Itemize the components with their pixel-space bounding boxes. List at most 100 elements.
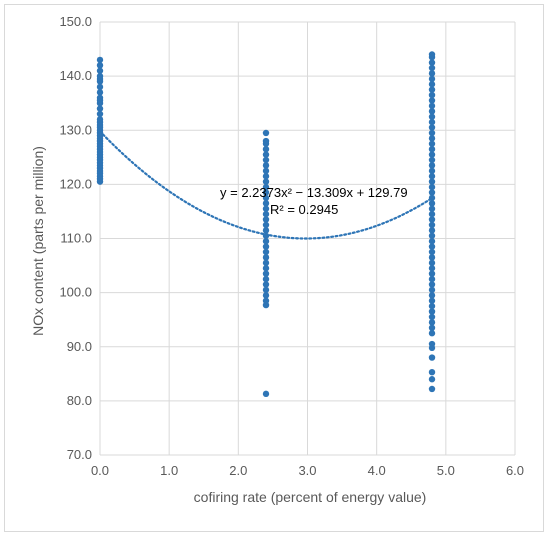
data-point: [428, 275, 436, 283]
data-point: [428, 227, 436, 234]
data-point: [428, 210, 436, 218]
data-point: [262, 183, 270, 191]
data-point: [428, 200, 436, 207]
trendline-r-squared: R² = 0.2945: [270, 202, 338, 217]
data-point: [428, 151, 436, 158]
data-point: [428, 162, 436, 169]
data-point: [96, 67, 104, 74]
data-point: [262, 227, 270, 234]
y-tick-label: 110.0: [60, 231, 92, 246]
data-point: [96, 56, 104, 64]
data-points: [96, 51, 436, 398]
x-tick-label: 0.0: [91, 463, 109, 478]
data-point: [428, 167, 436, 175]
data-point: [262, 194, 270, 202]
x-axis-title: cofiring rate (percent of energy value): [194, 489, 427, 505]
y-tick-label: 80.0: [67, 393, 92, 408]
data-point: [262, 286, 270, 294]
y-tick-label: 100.0: [59, 285, 92, 300]
data-point: [428, 216, 436, 223]
grid-lines: [99, 21, 516, 456]
data-point: [262, 167, 270, 175]
data-point: [262, 297, 270, 304]
data-point: [428, 254, 436, 261]
data-point: [428, 81, 436, 88]
data-point: [428, 156, 436, 164]
x-tick-label: 2.0: [229, 463, 247, 478]
data-point: [428, 330, 436, 337]
data-point: [96, 72, 104, 80]
data-point: [262, 173, 270, 180]
data-point: [96, 83, 104, 91]
data-point: [96, 62, 104, 69]
data-point: [428, 91, 436, 99]
data-point: [428, 324, 436, 332]
data-point: [428, 135, 436, 142]
data-point: [428, 302, 436, 310]
data-point: [428, 243, 436, 250]
y-tick-label: 120.0: [59, 176, 92, 191]
data-point: [428, 108, 436, 115]
data-point: [262, 265, 270, 272]
data-point: [262, 221, 270, 229]
data-point: [428, 297, 436, 304]
data-point: [262, 292, 270, 299]
data-point: [262, 178, 270, 185]
x-tick-label: 6.0: [506, 463, 524, 478]
data-point: [428, 97, 436, 104]
x-tick-label: 4.0: [368, 463, 386, 478]
data-point: [262, 200, 270, 207]
chart-frame: [4, 4, 544, 532]
data-point: [428, 340, 436, 348]
data-point: [428, 354, 436, 361]
data-point: [428, 51, 436, 58]
y-axis-title: NOx content (parts per million): [30, 146, 46, 336]
data-point: [428, 64, 436, 72]
data-point: [428, 238, 436, 245]
data-point: [428, 265, 436, 272]
x-tick-label: 5.0: [437, 463, 455, 478]
data-point: [262, 238, 270, 245]
data-point: [262, 216, 270, 223]
data-point: [428, 319, 436, 326]
data-point: [428, 183, 436, 191]
data-point: [262, 137, 270, 145]
data-point: [428, 59, 436, 66]
y-tick-label: 90.0: [67, 339, 92, 354]
data-point: [262, 248, 270, 256]
data-point: [428, 113, 436, 120]
data-point: [428, 86, 436, 93]
data-point: [428, 129, 436, 137]
x-tick-label: 1.0: [160, 463, 178, 478]
data-point: [428, 281, 436, 288]
x-tick-label: 3.0: [298, 463, 316, 478]
data-point: [428, 75, 436, 83]
trendline-equation: y = 2.2373x² − 13.309x + 129.79: [220, 185, 408, 200]
data-point: [428, 308, 436, 315]
y-tick-label: 140.0: [59, 68, 92, 83]
data-point: [428, 270, 436, 277]
y-tick-label: 150.0: [59, 14, 92, 29]
data-point: [262, 129, 270, 137]
data-point: [428, 145, 436, 153]
data-point: [428, 118, 436, 126]
data-point: [262, 162, 270, 169]
data-point: [428, 376, 436, 383]
data-point: [428, 194, 436, 202]
data-point: [428, 189, 436, 196]
data-point: [96, 105, 104, 112]
data-point: [428, 205, 436, 212]
data-point: [262, 259, 270, 267]
data-point: [262, 232, 270, 239]
data-point: [262, 281, 270, 288]
data-point: [428, 124, 436, 131]
data-point: [428, 178, 436, 185]
data-point: [96, 110, 104, 118]
x-tick-labels: 0.0 1.0 2.0 3.0 4.0 5.0 6.0: [91, 463, 524, 478]
data-point: [262, 151, 270, 158]
data-point: [262, 243, 270, 250]
data-point: [428, 102, 436, 110]
data-point: [428, 286, 436, 294]
data-point: [428, 259, 436, 267]
